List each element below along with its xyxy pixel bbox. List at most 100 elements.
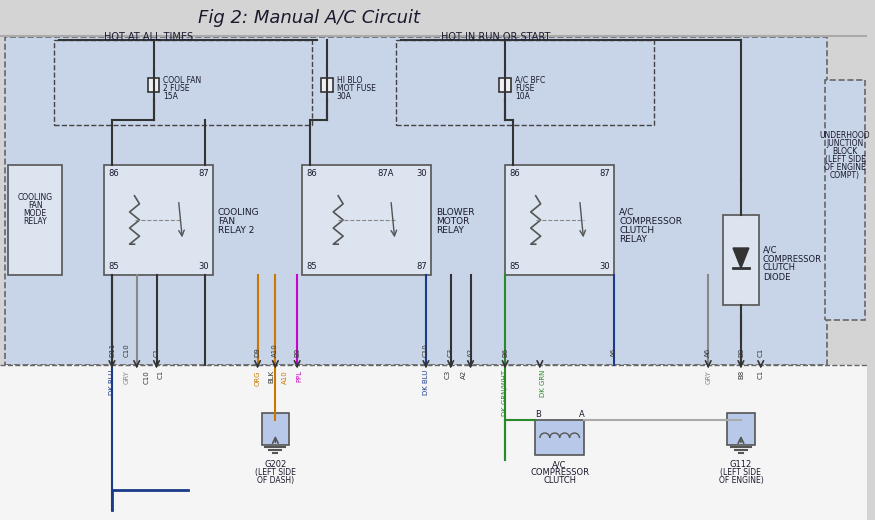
Text: D11: D11 xyxy=(108,343,115,357)
Bar xyxy=(535,420,584,455)
Text: BLOCK: BLOCK xyxy=(832,147,858,156)
Bar xyxy=(0,0,867,35)
Text: C1: C1 xyxy=(758,370,764,379)
Text: A10: A10 xyxy=(283,370,288,384)
Text: (LEFT SIDE: (LEFT SIDE xyxy=(824,155,865,164)
Text: 86: 86 xyxy=(509,169,520,178)
Text: DK BLU: DK BLU xyxy=(108,370,115,395)
Text: 30: 30 xyxy=(416,169,427,178)
Text: HI BLO: HI BLO xyxy=(337,75,362,85)
Text: A/C BFC: A/C BFC xyxy=(515,75,545,85)
Text: OF DASH): OF DASH) xyxy=(256,476,294,485)
Text: HOT AT ALL TIMES: HOT AT ALL TIMES xyxy=(104,32,193,42)
Bar xyxy=(500,78,511,92)
Text: UNDERHOOD: UNDERHOOD xyxy=(820,131,871,140)
Text: 87: 87 xyxy=(416,262,427,271)
Text: 87: 87 xyxy=(599,169,610,178)
Text: 85: 85 xyxy=(108,262,119,271)
Text: 30A: 30A xyxy=(337,92,352,100)
Text: (LEFT SIDE: (LEFT SIDE xyxy=(720,468,761,477)
Text: A: A xyxy=(578,410,584,419)
Text: 2 FUSE: 2 FUSE xyxy=(164,84,190,93)
Text: B8: B8 xyxy=(738,348,744,357)
Text: G112: G112 xyxy=(730,460,752,469)
Text: CLUTCH: CLUTCH xyxy=(763,264,795,272)
Text: COOLING: COOLING xyxy=(218,207,260,216)
Text: A2: A2 xyxy=(467,348,473,357)
Text: C10: C10 xyxy=(123,343,130,357)
Text: C10: C10 xyxy=(144,370,150,384)
Text: COMPRESSOR: COMPRESSOR xyxy=(620,216,682,226)
Text: RELAY: RELAY xyxy=(24,217,47,226)
Text: A/C: A/C xyxy=(763,245,777,254)
Bar xyxy=(396,40,654,125)
Bar xyxy=(148,78,159,92)
Bar xyxy=(104,165,213,275)
Text: CLUTCH: CLUTCH xyxy=(543,476,576,485)
Text: BLOWER: BLOWER xyxy=(436,207,474,216)
Text: 87: 87 xyxy=(199,169,209,178)
Bar xyxy=(727,413,755,445)
Text: GRY: GRY xyxy=(123,370,130,384)
Text: COOLING: COOLING xyxy=(18,193,52,202)
Text: COMPT): COMPT) xyxy=(830,171,860,180)
Bar xyxy=(54,40,312,125)
Text: D9: D9 xyxy=(255,347,261,357)
Text: 86: 86 xyxy=(306,169,317,178)
Text: DIODE: DIODE xyxy=(763,272,790,281)
Text: RELAY: RELAY xyxy=(436,226,464,235)
Text: C1: C1 xyxy=(153,348,159,357)
Text: MODE: MODE xyxy=(24,209,46,218)
Text: 85: 85 xyxy=(306,262,317,271)
Text: BLK: BLK xyxy=(269,370,275,383)
Bar xyxy=(723,215,759,305)
Text: CLUTCH: CLUTCH xyxy=(620,226,654,235)
Text: (LEFT SIDE: (LEFT SIDE xyxy=(255,468,296,477)
Bar xyxy=(825,80,864,320)
Text: 85: 85 xyxy=(509,262,520,271)
Text: A/C: A/C xyxy=(620,207,634,216)
Text: GRY: GRY xyxy=(705,370,711,384)
Text: OF ENGINE): OF ENGINE) xyxy=(718,476,763,485)
Text: FAN: FAN xyxy=(218,216,235,226)
Polygon shape xyxy=(733,248,749,268)
Text: A6: A6 xyxy=(611,348,617,357)
Text: B6: B6 xyxy=(502,348,508,357)
Text: OF ENGINE: OF ENGINE xyxy=(824,163,866,172)
Text: ORG: ORG xyxy=(255,370,261,385)
Text: 15A: 15A xyxy=(164,92,178,100)
Text: C3: C3 xyxy=(444,370,451,379)
Text: COMPRESSOR: COMPRESSOR xyxy=(763,254,822,264)
Text: FAN: FAN xyxy=(28,201,43,210)
Bar xyxy=(302,165,430,275)
Text: DK GRN: DK GRN xyxy=(540,370,546,397)
Text: DK BLU: DK BLU xyxy=(423,370,429,395)
Text: C1: C1 xyxy=(758,348,764,357)
Text: HOT IN RUN OR START: HOT IN RUN OR START xyxy=(441,32,550,42)
Text: FUSE: FUSE xyxy=(515,84,535,93)
Text: MOT FUSE: MOT FUSE xyxy=(337,84,375,93)
Text: 86: 86 xyxy=(108,169,119,178)
Text: 30: 30 xyxy=(199,262,209,271)
Text: A6: A6 xyxy=(705,348,711,357)
Text: C1: C1 xyxy=(158,370,164,379)
Bar xyxy=(8,165,62,275)
Text: A/C: A/C xyxy=(552,460,567,469)
Text: DK GRN/WHT: DK GRN/WHT xyxy=(502,370,508,416)
Text: A2: A2 xyxy=(460,370,466,379)
Text: B8: B8 xyxy=(738,370,744,379)
Bar xyxy=(262,413,290,445)
Text: C3: C3 xyxy=(448,348,454,357)
Bar xyxy=(321,78,332,92)
Text: COOL FAN: COOL FAN xyxy=(164,75,202,85)
Text: A10: A10 xyxy=(272,343,278,357)
Text: 87A: 87A xyxy=(378,169,394,178)
Text: RELAY 2: RELAY 2 xyxy=(218,226,255,235)
Text: RELAY: RELAY xyxy=(620,235,647,243)
Text: MOTOR: MOTOR xyxy=(436,216,469,226)
Text: 30: 30 xyxy=(599,262,610,271)
Text: Fig 2: Manual A/C Circuit: Fig 2: Manual A/C Circuit xyxy=(198,9,420,27)
Text: JUNCTION: JUNCTION xyxy=(826,139,864,148)
Bar xyxy=(505,165,614,275)
Bar xyxy=(0,365,867,520)
